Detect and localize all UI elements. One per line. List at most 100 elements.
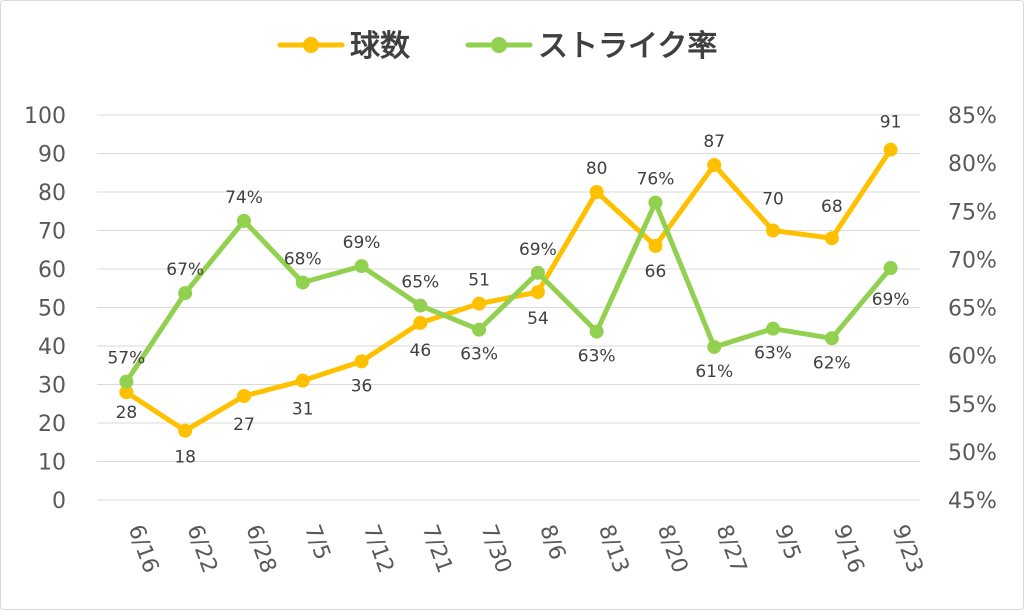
data-label: 63%: [460, 345, 498, 365]
data-label: 66: [645, 262, 667, 282]
data-label: 62%: [813, 353, 851, 373]
series-2-point: [295, 275, 310, 290]
series-2-point: [707, 339, 722, 354]
data-label: 36: [351, 376, 373, 396]
data-label: 65%: [401, 273, 439, 293]
series-1-point: [236, 389, 251, 404]
data-label: 76%: [637, 170, 675, 190]
x-tick-label: 8/20: [652, 522, 692, 577]
data-label: 27: [233, 415, 255, 435]
left-tick-label: 50: [38, 297, 66, 322]
right-tick-label: 75%: [948, 200, 997, 225]
x-axis-ticks: 6/16 6/22 6/28 7/5 7/12 7/21 7/30 8/6 8/13 8/20 8/…: [123, 522, 928, 577]
data-label: 87: [703, 132, 725, 152]
data-label: 69%: [872, 290, 910, 310]
data-label: 61%: [695, 362, 733, 382]
left-tick-label: 20: [38, 412, 66, 437]
series-lines: [119, 142, 898, 438]
data-label: 74%: [225, 188, 263, 208]
gridlines: [97, 114, 920, 501]
x-tick-label: 6/22: [182, 522, 222, 577]
series-2-point: [530, 265, 545, 280]
left-tick-label: 60: [38, 258, 66, 283]
x-tick-label: 9/16: [828, 522, 868, 577]
left-tick-label: 10: [38, 451, 66, 476]
data-label: 46: [410, 341, 432, 361]
legend-marker: [303, 37, 319, 53]
left-tick-label: 30: [38, 374, 66, 399]
legend-label: 球数: [350, 29, 411, 64]
legend-marker: [491, 37, 507, 53]
x-tick-label: 9/23: [887, 522, 927, 577]
data-label: 57%: [107, 349, 145, 369]
data-label: 68%: [284, 249, 322, 269]
data-label: 51: [468, 271, 490, 291]
data-label: 31: [292, 400, 314, 420]
series-2-point: [472, 322, 487, 337]
series-1-point: [119, 385, 134, 400]
x-tick-label: 7/5: [299, 522, 335, 564]
series-1-point: [589, 185, 604, 199]
left-tick-label: 90: [38, 143, 66, 168]
series-1-point: [354, 354, 369, 369]
left-tick-label: 70: [38, 220, 66, 245]
series-2-point: [119, 374, 134, 389]
series-1-point: [178, 423, 193, 438]
series-1-point: [648, 238, 663, 253]
series-2-point: [178, 286, 193, 301]
series-1-point: [883, 142, 898, 157]
right-tick-label: 65%: [948, 297, 997, 322]
right-axis-ticks: 45% 50% 55% 60% 65% 70% 75% 80% 85%: [948, 104, 997, 514]
data-label: 54: [527, 309, 549, 329]
left-axis-ticks: 0 10 20 30 40 50 60 70 80 90 100: [24, 104, 66, 514]
x-tick-label: 6/16: [123, 522, 163, 577]
data-label: 70: [762, 190, 784, 210]
data-label: 80: [586, 159, 608, 179]
data-label: 91: [880, 113, 902, 133]
series-2-point: [413, 298, 428, 313]
x-tick-label: 6/28: [240, 522, 280, 577]
data-label: 67%: [166, 260, 204, 280]
left-tick-label: 40: [38, 335, 66, 360]
right-tick-label: 50%: [948, 441, 997, 466]
series-2-point: [589, 324, 604, 339]
series-2-point: [354, 259, 369, 274]
series-1-point: [766, 223, 781, 238]
right-tick-label: 80%: [948, 152, 997, 177]
x-tick-label: 8/6: [534, 522, 570, 564]
data-label: 69%: [519, 240, 557, 260]
data-label: 18: [174, 448, 196, 468]
legend-label: ストライク率: [538, 29, 717, 64]
legend: 球数 ストライク率: [277, 29, 717, 64]
series-2-point: [883, 261, 898, 276]
data-label: 68: [821, 197, 843, 217]
x-tick-label: 7/21: [417, 522, 457, 577]
series-1-point: [824, 231, 839, 246]
left-tick-label: 0: [52, 489, 66, 514]
data-labels: 28 18 27 31 36 46 51 54 80 66 87 70 68 91 57% 67% 74% 68%…: [107, 113, 909, 468]
series-line-2: [123, 200, 894, 385]
series-2-point: [236, 213, 251, 228]
series-2-point: [766, 321, 781, 336]
right-tick-label: 85%: [948, 104, 997, 129]
data-label: 63%: [754, 344, 792, 364]
x-tick-label: 8/27: [711, 522, 751, 577]
series-1-point: [295, 373, 310, 388]
series-1-point: [530, 285, 545, 300]
right-tick-label: 60%: [948, 345, 997, 370]
x-tick-label: 7/30: [475, 522, 515, 577]
left-tick-label: 80: [38, 181, 66, 206]
right-tick-label: 55%: [948, 393, 997, 418]
x-tick-label: 9/5: [769, 522, 805, 564]
series-1-point: [413, 315, 428, 330]
series-1-point: [472, 296, 487, 311]
x-tick-label: 8/13: [593, 522, 633, 577]
data-label: 63%: [578, 347, 616, 367]
x-tick-label: 7/12: [358, 522, 398, 577]
series-2-point: [824, 331, 839, 346]
left-tick-label: 100: [24, 104, 66, 129]
series-2-point: [648, 195, 663, 210]
data-label: 28: [116, 403, 138, 423]
